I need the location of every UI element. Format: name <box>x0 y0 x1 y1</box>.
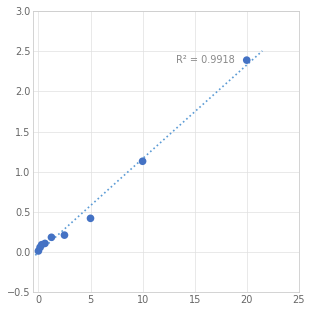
Point <box>88 216 93 221</box>
Text: R² = 0.9918: R² = 0.9918 <box>176 55 235 65</box>
Point <box>62 233 67 238</box>
Point <box>244 58 249 63</box>
Point <box>36 248 41 253</box>
Point <box>49 235 54 240</box>
Point <box>140 159 145 164</box>
Point <box>39 242 44 247</box>
Point <box>37 245 42 250</box>
Point <box>42 241 47 246</box>
